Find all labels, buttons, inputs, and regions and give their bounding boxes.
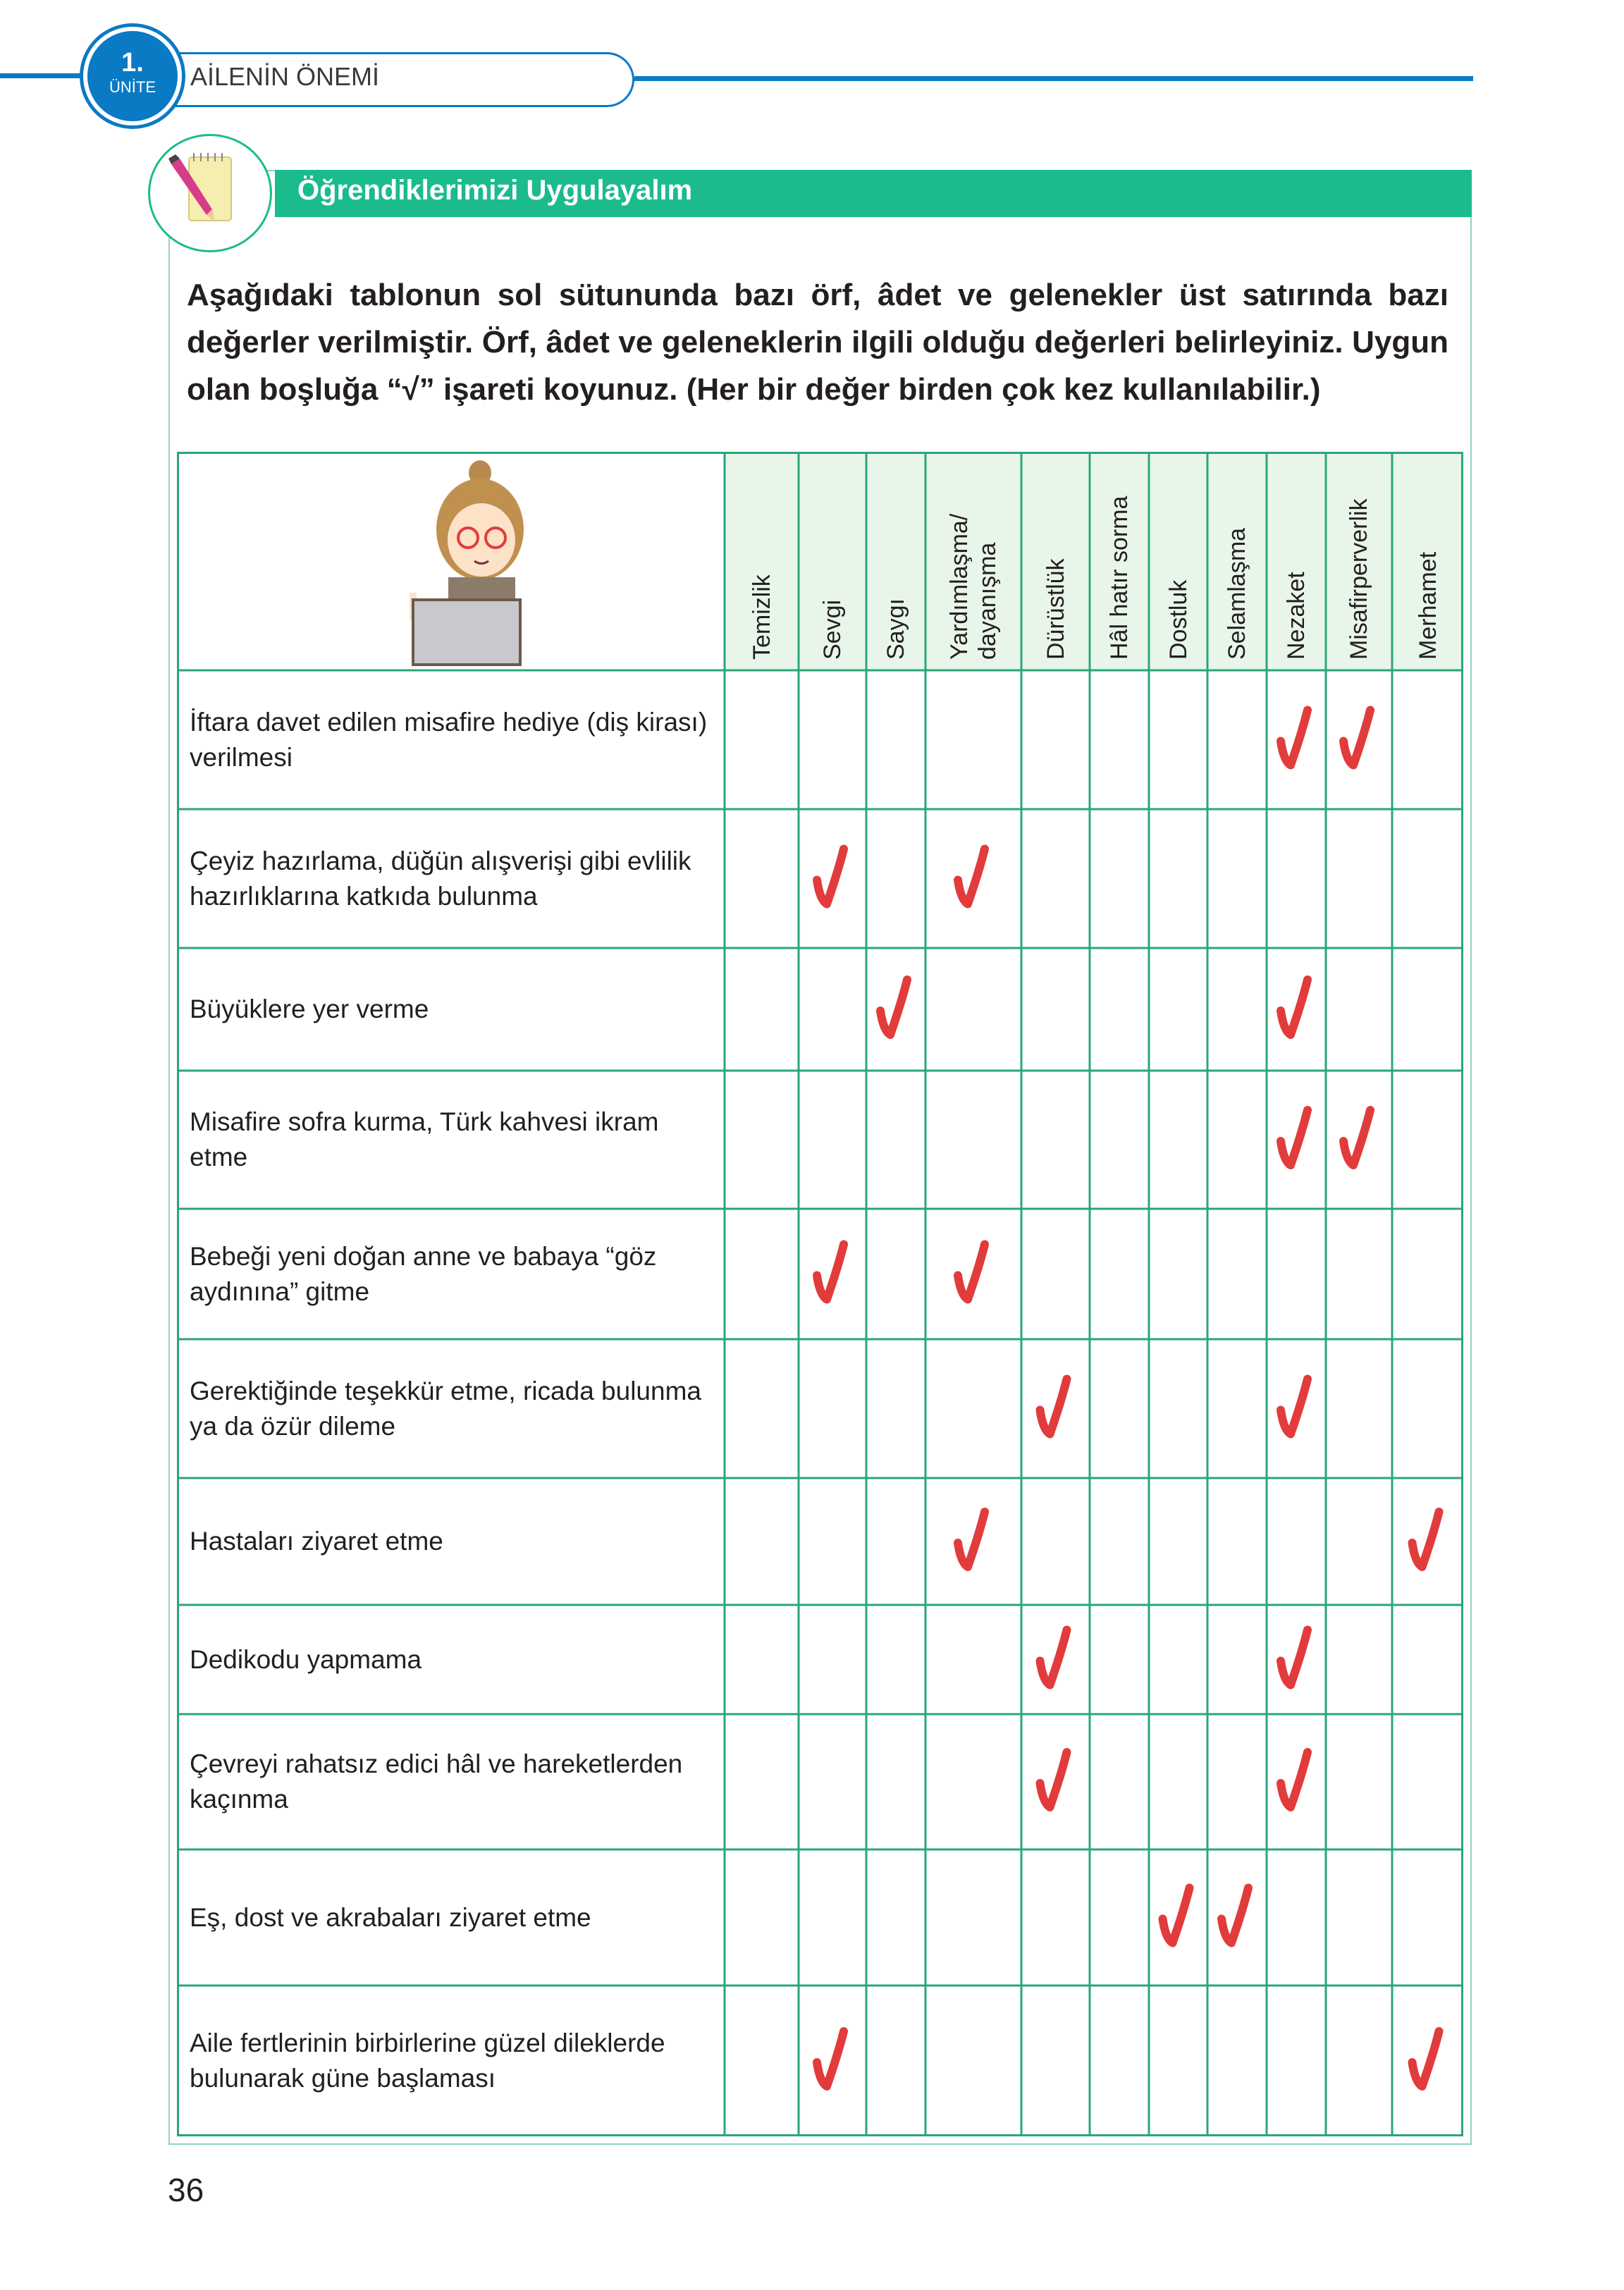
column-header-cell — [1149, 452, 1207, 670]
unit-title: AİLENİN ÖNEMİ — [190, 62, 380, 91]
check-mark — [1277, 706, 1312, 770]
check-mark — [954, 844, 989, 909]
check-mark — [876, 975, 911, 1039]
row-label: Çevreyi rahatsız edici hâl ve hareketler… — [190, 1749, 683, 1814]
table-grid — [177, 452, 1463, 2136]
check-marks — [813, 706, 1444, 2091]
row-label: Misafire sofra kurma, Türk kahvesi ikram… — [190, 1107, 659, 1171]
check-mark — [1408, 1508, 1444, 1571]
header-rule-left — [0, 73, 92, 78]
row-label: Çeyiz hazırlama, düğün alışverişi gibi e… — [190, 846, 691, 911]
column-header-cell — [1021, 452, 1090, 670]
check-mark — [1277, 1106, 1312, 1169]
check-mark — [1277, 1374, 1312, 1439]
section-banner — [275, 170, 1472, 217]
check-mark — [954, 1508, 989, 1571]
column-header-cell — [866, 452, 925, 670]
unit-badge: 1. ÜNİTE — [83, 27, 182, 125]
check-mark — [1277, 1625, 1312, 1689]
check-mark — [1277, 1748, 1312, 1811]
row-label: Aile fertlerinin birbirlerine güzel dile… — [190, 2029, 665, 2093]
check-mark — [1339, 706, 1374, 770]
check-mark — [1035, 1374, 1071, 1439]
check-mark — [1277, 975, 1312, 1039]
check-mark — [1158, 1883, 1194, 1947]
column-header-cell — [925, 452, 1021, 670]
row-label: Eş, dost ve akrabaları ziyaret etme — [190, 1902, 591, 1932]
column-header-cell — [1392, 452, 1463, 670]
check-mark — [1035, 1748, 1071, 1811]
unit-title-pill — [141, 52, 634, 107]
check-mark — [1339, 1106, 1374, 1169]
column-header-cell — [1326, 452, 1392, 670]
unit-word: ÜNİTE — [109, 78, 156, 96]
row-label: Hastaları ziyaret etme — [190, 1527, 443, 1556]
check-mark — [813, 1240, 848, 1304]
check-mark — [1217, 1883, 1253, 1947]
page-number: 36 — [168, 2172, 204, 2208]
column-header-cell — [1207, 452, 1267, 670]
check-mark — [813, 844, 848, 909]
pencil-notepad-icon — [148, 134, 272, 252]
section-title: Öğrendiklerimizi Uygulayalım — [297, 175, 693, 206]
column-header-cell — [725, 452, 799, 670]
row-label: Bebeği yeni doğan anne ve babaya “göz ay… — [190, 1241, 657, 1306]
illustration-cell — [177, 452, 725, 670]
header-rule-right — [634, 76, 1473, 81]
unit-number: 1. — [121, 48, 144, 78]
check-mark — [813, 2027, 848, 2091]
instructions-text: Aşağıdaki tablonun sol sütununda bazı ör… — [187, 278, 1448, 407]
check-mark — [1035, 1625, 1071, 1689]
check-mark — [1408, 2027, 1444, 2091]
check-mark — [954, 1240, 989, 1304]
column-header-cell — [1267, 452, 1326, 670]
values-table: Temizlik Sevgi Saygı Yardımlaşma/ dayanışma… — [177, 452, 1463, 2136]
column-header-cell — [1090, 452, 1149, 670]
row-label: Dedikodu yapmama — [190, 1644, 422, 1674]
row-label: İftara davet edilen misafire hediye (diş… — [190, 707, 708, 772]
row-label: Büyüklere yer verme — [190, 995, 429, 1023]
row-label: Gerektiğinde teşekkür etme, ricada bulun… — [190, 1376, 701, 1441]
column-header-cell — [799, 452, 866, 670]
teacher-at-laptop-illustration — [410, 460, 524, 666]
